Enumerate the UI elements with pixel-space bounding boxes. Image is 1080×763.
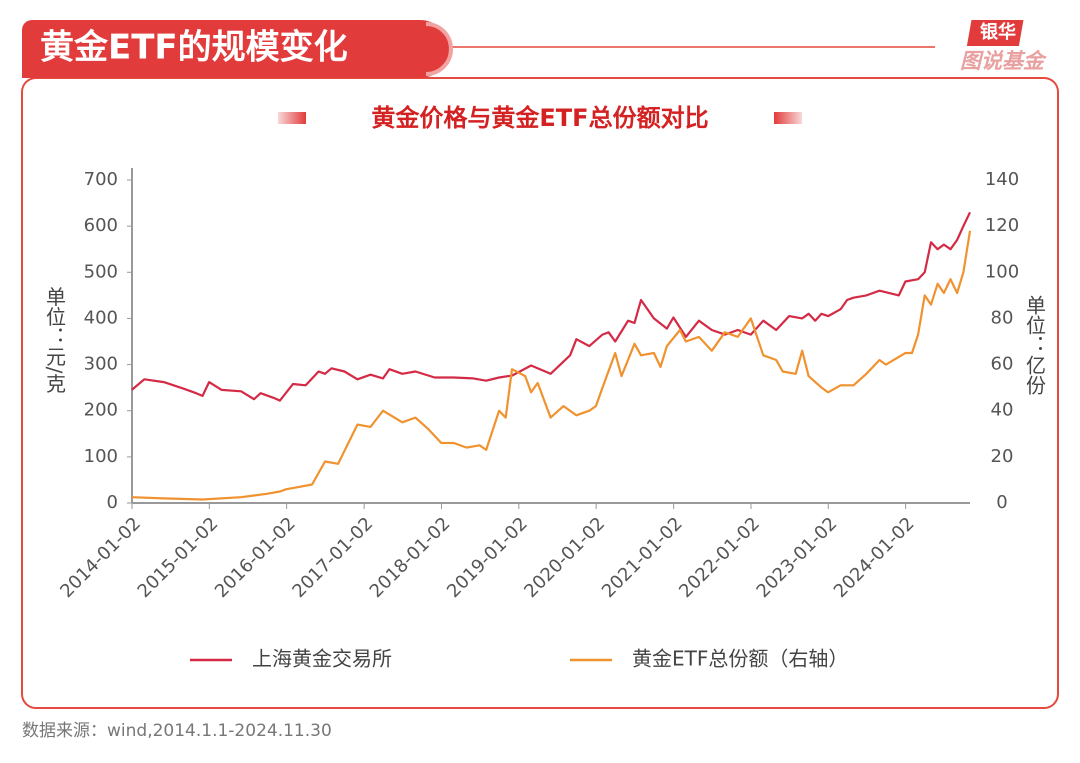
y2-tick-label: 0 (996, 492, 1007, 513)
legend-label: 黄金ETF总份额（右轴） (632, 647, 848, 671)
y-tick-label: 500 (84, 261, 118, 282)
y-tick-label: 700 (84, 169, 118, 190)
y2-tick-label: 100 (985, 261, 1019, 282)
y2-tick-label: 80 (991, 307, 1014, 328)
header-title: 黄金ETF的规模变化 (40, 28, 348, 68)
y2-tick-label: 140 (985, 169, 1019, 190)
y2-axis-label: 单位：亿份 (1023, 295, 1047, 395)
logo-box (966, 20, 1024, 46)
card (21, 77, 1059, 709)
y-tick-label: 0 (107, 492, 118, 513)
y-tick-label: 300 (84, 354, 118, 375)
data-line (131, 211, 971, 402)
y2-tick-label: 120 (985, 215, 1019, 236)
chart-title: 黄金价格与黄金ETF总份额对比 (371, 104, 708, 132)
title-deco (774, 112, 802, 124)
title-deco (278, 112, 306, 124)
logo-bottom: 图说基金 (960, 49, 1047, 73)
header-deco (425, 22, 453, 76)
y-tick-label: 100 (84, 446, 118, 467)
header-banner (22, 20, 449, 78)
legend-label: 上海黄金交易所 (252, 647, 392, 671)
logo-top: 银华 (980, 21, 1016, 43)
data-line (131, 230, 972, 501)
y-tick-label: 400 (84, 307, 118, 328)
y2-tick-label: 60 (991, 354, 1014, 375)
y-tick-label: 600 (84, 215, 118, 236)
y-tick-label: 200 (84, 400, 118, 421)
y-axis-label: 单位：元/克 (43, 286, 67, 393)
source-note: 数据来源：wind,2014.1.1-2024.11.30 (22, 721, 332, 741)
y2-tick-label: 20 (991, 446, 1014, 467)
y2-tick-label: 40 (991, 400, 1014, 421)
